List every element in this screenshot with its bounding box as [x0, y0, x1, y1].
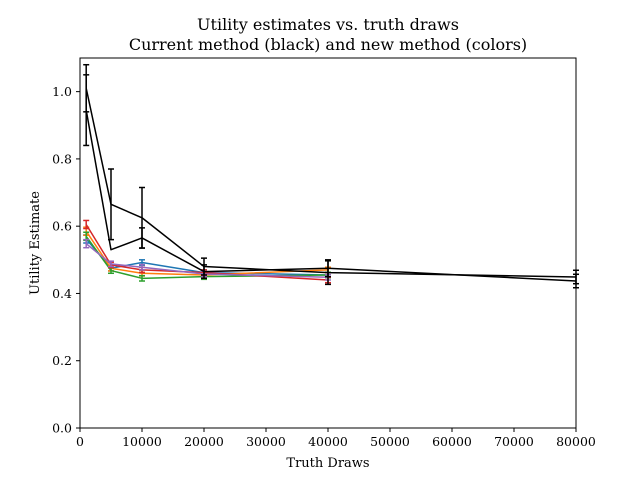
- series-line: [85, 88, 577, 278]
- y-tick-label: 0.4: [52, 286, 72, 301]
- data-point: [139, 227, 145, 249]
- data-point: [83, 74, 90, 147]
- series-line: [85, 230, 329, 276]
- y-tick-label: 0.2: [52, 353, 72, 368]
- series-0: [83, 63, 579, 286]
- chart-title: Utility estimates vs. truth draws: [197, 15, 459, 34]
- series-3: [83, 226, 331, 279]
- data-point: [108, 168, 114, 241]
- x-tick-label: 0: [76, 434, 84, 449]
- x-tick-label: 50000: [370, 434, 410, 449]
- y-tick-label: 1.0: [52, 84, 72, 99]
- data-point: [83, 238, 90, 249]
- series-line: [85, 110, 577, 282]
- data-point: [139, 263, 145, 271]
- x-tick-label: 40000: [308, 434, 348, 449]
- x-tick-label: 20000: [184, 434, 224, 449]
- data-point: [108, 260, 114, 268]
- data-point: [201, 264, 207, 280]
- x-axis-label: Truth Draws: [286, 456, 369, 471]
- y-tick-label: 0.0: [52, 421, 72, 436]
- x-tick-label: 70000: [494, 434, 534, 449]
- data-point: [139, 274, 145, 282]
- x-tick-label: 10000: [122, 434, 162, 449]
- x-tick-label: 80000: [556, 434, 596, 449]
- data-point: [325, 259, 331, 278]
- x-tick-label: 60000: [432, 434, 472, 449]
- y-tick-label: 0.8: [52, 151, 72, 166]
- series-layer: [83, 63, 579, 289]
- ticks-layer: 0 10000 20000 30000 40000 50000 60000 70000 8000…: [52, 84, 596, 449]
- series-1: [83, 74, 579, 289]
- y-axis-label: Utility Estimate: [28, 191, 43, 295]
- chart-subtitle: Current method (black) and new method (c…: [129, 35, 527, 54]
- x-tick-label: 30000: [246, 434, 286, 449]
- data-point: [83, 219, 90, 230]
- plot-frame: [79, 57, 577, 429]
- y-tick-label: 0.6: [52, 219, 72, 234]
